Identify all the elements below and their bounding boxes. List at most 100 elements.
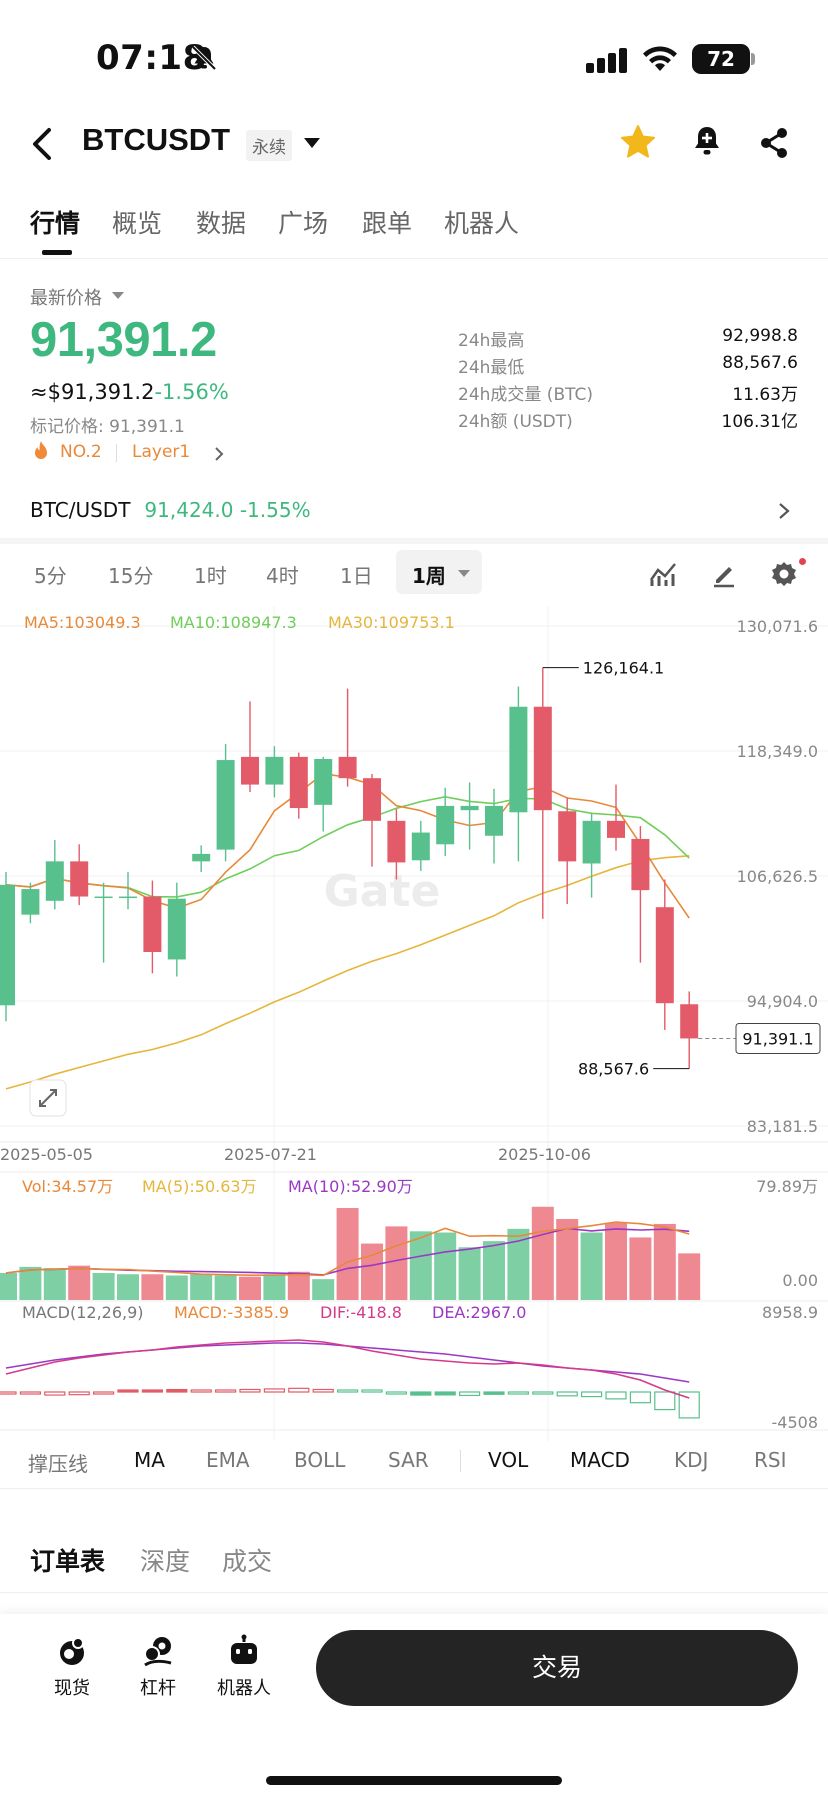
vol-axis-label: 79.89万 (756, 1177, 818, 1196)
interval-5m[interactable]: 5分 (34, 564, 67, 588)
macd-histogram-bar (92, 1391, 115, 1395)
latest-price-label[interactable]: 最新价格 (30, 288, 102, 309)
candle-body (338, 756, 357, 779)
candle-body (582, 820, 601, 864)
stat-label-24h-low: 24h最低 (458, 358, 525, 378)
indicator-tab-sar[interactable]: SAR (388, 1448, 429, 1472)
volume-bar (531, 1206, 554, 1300)
favorite-star-icon[interactable] (620, 124, 656, 160)
chevron-right-icon[interactable] (778, 502, 790, 520)
macd-histogram-bar (288, 1387, 310, 1393)
indicator-tab-rsi[interactable]: RSI (754, 1448, 787, 1472)
vol-axis-label: 0.00 (782, 1271, 818, 1290)
tab-bots[interactable]: 机器人 (444, 209, 520, 238)
macd-axis-label: -4508 (772, 1413, 819, 1432)
chart-settings-gear-icon[interactable] (770, 560, 798, 588)
candle-body (216, 760, 235, 850)
volume-ma5-line (5, 1221, 690, 1277)
symbol-title[interactable]: BTCUSDT (82, 122, 231, 157)
dif-legend: DIF:-418.8 (320, 1303, 402, 1322)
wifi-icon (643, 46, 677, 71)
macd-histogram-bar (507, 1391, 529, 1395)
indicator-tab-kdj[interactable]: KDJ (674, 1448, 709, 1472)
volume-bar (385, 1226, 408, 1300)
battery-nub (751, 53, 755, 65)
interval-1w[interactable]: 1周 (412, 564, 446, 588)
indicator-separator (460, 1450, 461, 1472)
interval-1d[interactable]: 1日 (340, 564, 373, 588)
bots-nav-button[interactable]: 机器人 (204, 1634, 284, 1700)
usd-price: ≈$91,391.2 (30, 380, 155, 404)
volume-bar (117, 1274, 139, 1300)
indicator-tab-boll[interactable]: BOLL (294, 1448, 346, 1472)
share-icon[interactable] (758, 126, 790, 160)
price-axis-label: 83,181.5 (747, 1117, 818, 1136)
kline-chart[interactable]: Gate 126,164.1 88,567.6 91,391.1 MA5:10304… (0, 606, 828, 1506)
price-alert-bell-icon[interactable] (690, 124, 724, 160)
expand-chart-icon[interactable] (29, 1079, 67, 1117)
price-axis-label: 130,071.6 (737, 617, 818, 636)
indicator-tab-ema[interactable]: EMA (206, 1448, 250, 1472)
drawing-tool-icon[interactable] (710, 560, 738, 588)
tab-copy-trading[interactable]: 跟单 (362, 209, 413, 238)
spot-icon (60, 1637, 84, 1665)
indicator-tab-sr-lines[interactable]: 撑压线 (28, 1452, 88, 1476)
macd-histogram-bar (0, 1391, 17, 1395)
spot-pair-row[interactable]: BTC/USDT 91,424.0 -1.55% (30, 498, 311, 522)
trade-button[interactable]: 交易 (316, 1630, 798, 1706)
tab-order-book[interactable]: 订单表 (30, 1547, 106, 1576)
volume-bar (507, 1228, 530, 1300)
interval-15m[interactable]: 15分 (108, 564, 154, 588)
battery-indicator: 72 (692, 44, 750, 74)
volume-bar (141, 1274, 164, 1300)
robot-icon (231, 1634, 257, 1664)
current-price-box (735, 1022, 821, 1054)
rank-badge[interactable]: NO.2 (60, 442, 102, 462)
macd-histogram-bar (117, 1389, 139, 1393)
interval-1h[interactable]: 1时 (194, 564, 227, 588)
volume-bar (434, 1232, 457, 1300)
tab-square[interactable]: 广场 (278, 209, 329, 238)
volume-bar (361, 1243, 383, 1300)
tab-data[interactable]: 数据 (196, 209, 247, 238)
volume-bar (239, 1276, 261, 1300)
low-price-label: 88,567.6 (578, 1060, 649, 1079)
tab-overview[interactable]: 概览 (112, 209, 163, 238)
candles (0, 667, 699, 1069)
interval-4h[interactable]: 4时 (266, 564, 299, 588)
volume-bar (556, 1219, 579, 1300)
spot-nav-button[interactable]: 现货 (32, 1634, 112, 1700)
volume-bar (165, 1275, 188, 1300)
macd-histogram-bar (654, 1391, 676, 1411)
indicators-icon[interactable] (648, 560, 678, 588)
ma30-line (5, 855, 690, 1090)
symbol-dropdown-caret-icon[interactable] (304, 138, 320, 148)
price-change-percent: -1.56% (154, 380, 229, 404)
volume-bar (629, 1237, 652, 1300)
volume-bar (43, 1268, 66, 1300)
tabs-divider (0, 258, 828, 259)
dea-legend: DEA:2967.0 (432, 1303, 526, 1322)
price-axis-label: 118,349.0 (737, 742, 818, 761)
tab-market[interactable]: 行情 (30, 209, 81, 238)
macd-histogram-bar (215, 1389, 237, 1393)
spot-pair-name: BTC/USDT (30, 498, 131, 522)
candle-body (631, 838, 650, 891)
macd-axis-label: 8958.9 (762, 1303, 818, 1322)
latest-price-caret-icon[interactable] (112, 292, 124, 299)
volume-bar (605, 1222, 627, 1300)
indicator-tab-ma[interactable]: MA (134, 1448, 165, 1472)
indicator-tab-macd[interactable]: MACD (570, 1448, 630, 1472)
back-arrow-icon[interactable] (30, 126, 54, 162)
margin-nav-button[interactable]: 杠杆 (118, 1634, 198, 1700)
tab-trades[interactable]: 成交 (222, 1547, 273, 1576)
macd-histogram-bar (678, 1391, 700, 1419)
macd-histogram-bar (629, 1391, 652, 1404)
interval-caret-icon[interactable] (458, 570, 470, 577)
category-tag[interactable]: Layer1 (132, 442, 191, 462)
chevron-right-icon[interactable] (214, 446, 224, 462)
indicator-tab-vol[interactable]: VOL (488, 1448, 529, 1472)
macd-histogram-bar (483, 1391, 505, 1395)
tab-depth[interactable]: 深度 (140, 1547, 191, 1576)
volume-bar (653, 1223, 676, 1300)
